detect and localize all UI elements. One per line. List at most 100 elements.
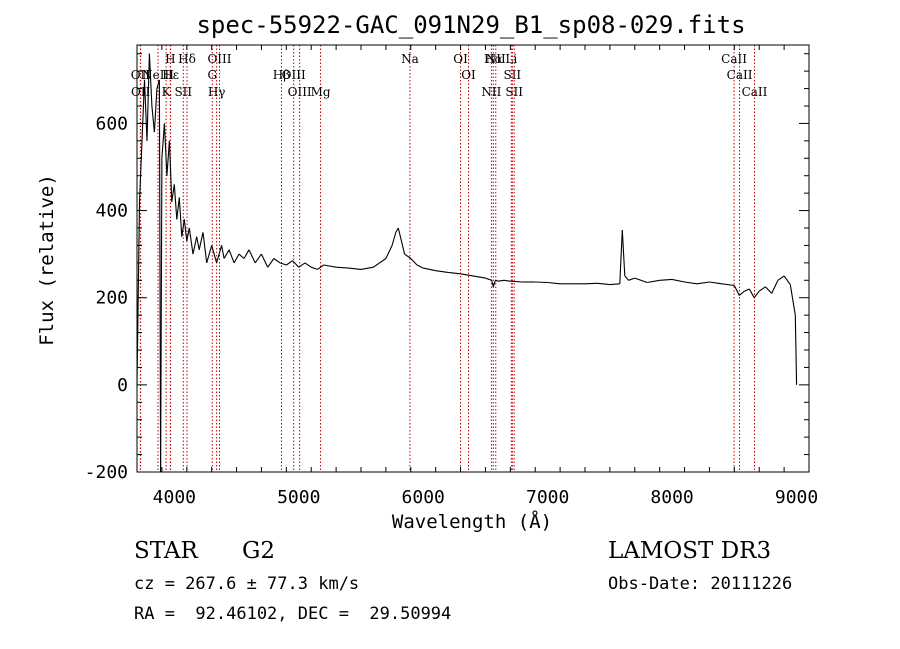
marker-label-SII: SII [503,68,521,82]
spectrum-segment [311,266,318,270]
spectrum-segment [395,227,399,233]
spectrum-segment [744,288,750,292]
spectrum-segment [138,140,143,202]
object-class: STAR [134,538,198,564]
spectrum-segment [721,283,735,287]
spectrum-segment [238,253,245,259]
marker-label-OI: OI [461,68,476,82]
marker-label-OIII: OIII [288,85,312,99]
spectrum-segment [151,105,155,133]
spectrum-segment [168,140,173,202]
spectrum-segment [186,227,190,242]
spectrum-segment [495,279,499,282]
marker-label-Hγ: Hγ [208,85,226,99]
marker-label-OI: OI [453,52,468,66]
spectrum-segment [336,266,349,269]
spectrum-segment [709,281,722,285]
spectrum-segment [173,184,178,220]
spectrum-segment [671,278,685,283]
spectrum-segment [161,123,165,159]
spectrum-segment [794,315,798,385]
spectrum-segment [188,227,194,255]
spectrum-segment [181,219,185,237]
x-tick-label: 4000 [153,487,196,508]
plot-frame [136,44,810,473]
spectral-line-markers: Hα Hβ Hγ Hδ Hε K H G Mg Na OII OII OIII OIII OIII OI OI N… [131,45,768,472]
spectrum-segment [348,267,362,270]
spectrum-segment [160,158,163,473]
spectrum-segment [267,258,275,268]
spectrum-segment [221,245,225,259]
spectrum-segment [206,245,213,264]
spectrum-segment [460,273,474,277]
x-axis-label: Wavelength (Å) [392,510,552,533]
y-tick-label: -200 [85,462,128,483]
spectrum-segment [765,286,773,294]
spectrum-segment [391,232,397,246]
spectrum-segment [360,266,374,270]
marker-label-CaII: CaII [721,52,747,66]
marker-label-K: K [162,85,172,99]
spectrum-segment [223,249,230,259]
spectrum-segment [733,285,740,296]
spectrum-segment [148,53,153,107]
spectrum-segment [492,280,496,287]
x-tick-label: 6000 [402,487,445,508]
spectrum-segment [171,184,175,202]
marker-label-H: H [165,52,175,66]
spectrum-segment [609,283,620,286]
spectrum-segment [777,275,785,281]
marker-label-Hα: Hα [484,52,503,66]
spectrum-segment [385,245,393,259]
spectrum-segment [624,275,630,281]
spectrum-segment [143,79,148,141]
spectrum-segment [254,253,262,264]
spectrum-segment [771,280,779,294]
spectrum-segment [748,288,755,298]
spectrum-segment [233,253,240,264]
marker-label-Hδ: Hδ [178,52,196,66]
spectrum-segment [216,245,223,264]
redshift-text: cz = 267.6 ± 77.3 km/s [134,574,360,594]
spectrum-segment [423,267,436,272]
spectrum-line [136,53,798,473]
spectrum-segment [211,245,218,264]
y-tick-label: 400 [95,201,128,222]
spectrum-segment [260,253,269,268]
spectrum-segment [584,282,598,285]
marker-label-SII: SII [505,85,523,99]
x-tick-label: 8000 [650,487,693,508]
spectrum-segment [491,280,494,287]
marker-label-Hε: Hε [162,68,179,82]
marker-label-Hβ: Hβ [273,68,290,82]
spectrum-segment [621,230,626,276]
spectrum-segment [547,281,561,285]
spectrum-segment [292,260,300,268]
survey-label: LAMOST DR3 [608,538,772,564]
spectrum-segment [659,278,673,281]
spectrum-segment [696,281,710,285]
object-subclass: G2 [242,538,276,564]
spectrum-segment [738,290,745,296]
marker-label-OII: OII [131,85,151,99]
spectrum-segment [758,286,766,292]
marker-label-SII: SII [174,85,192,99]
spectrum-segment [619,230,623,284]
spectrum-segment [198,232,204,250]
spectrum-segment [298,262,306,268]
spectrum-segment [783,275,791,285]
spectrum-segment [183,219,188,242]
y-tick-label: 600 [95,113,128,134]
spectrum-segment [285,260,293,266]
spectrum-segment [163,123,168,176]
spectrum-segment [535,281,548,284]
x-tick-label: 9000 [775,487,818,508]
marker-label-CaII: CaII [727,68,753,82]
spectrum-segment [628,277,635,281]
x-tick-label: 7000 [526,487,569,508]
spectrum-segment [166,140,170,176]
x-axis-ticks: 4000 5000 6000 7000 8000 9000 [136,45,818,508]
spectrum-segment [196,236,200,250]
spectrum-segment [647,279,660,284]
